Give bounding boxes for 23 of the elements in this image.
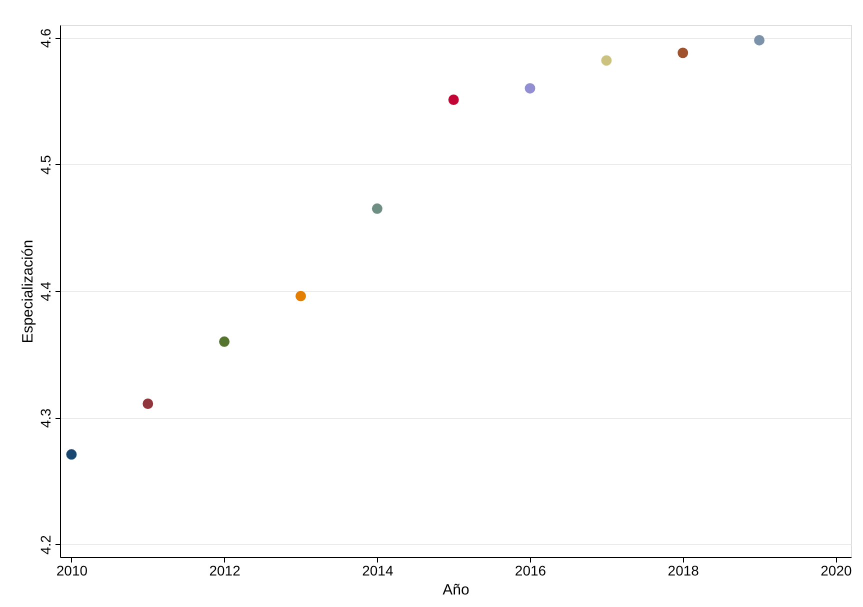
x-tick-label: 2012 <box>209 562 241 578</box>
point <box>219 336 230 347</box>
point <box>295 290 306 302</box>
point <box>524 83 536 94</box>
point <box>678 48 688 58</box>
y-tick-label: 4.2 <box>38 534 54 555</box>
x-tick-label: 2014 <box>362 562 394 578</box>
y-axis-title: Especialización <box>20 240 36 344</box>
point <box>372 203 382 214</box>
x-tick-label: 2016 <box>514 562 546 578</box>
y-tick-label: 4.5 <box>38 154 54 175</box>
point <box>66 449 77 460</box>
y-tick-label: 4.3 <box>38 408 54 428</box>
point <box>142 398 154 409</box>
x-axis-title: Año <box>442 582 470 598</box>
point <box>601 55 612 66</box>
point <box>448 94 459 105</box>
x-tick-label: 2018 <box>668 562 700 578</box>
x-tick-label: 2020 <box>820 562 852 578</box>
y-tick-label: 4.6 <box>38 28 54 48</box>
x-tick-label: 2010 <box>56 562 88 578</box>
y-tick-label: 4.4 <box>38 282 54 302</box>
point <box>754 34 765 46</box>
